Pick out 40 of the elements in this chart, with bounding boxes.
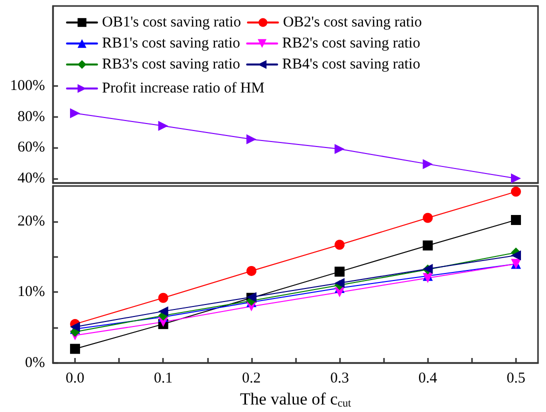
x-tick-label: 0.5 — [506, 370, 526, 386]
legend-label: RB2's cost saving ratio — [282, 36, 420, 52]
point — [334, 240, 345, 250]
point — [334, 144, 345, 154]
legend-label: OB2's cost saving ratio — [282, 14, 422, 30]
point — [246, 266, 256, 276]
point — [334, 278, 345, 288]
y-tick-label: 10% — [18, 284, 45, 300]
point — [422, 212, 433, 223]
y-tick-label: 100% — [10, 78, 45, 94]
point — [510, 186, 521, 197]
point — [70, 344, 80, 354]
y-tick-label: 80% — [18, 108, 45, 125]
x-tick-label: 0.0 — [66, 370, 84, 386]
legend-label: RB4's cost saving ratio — [282, 56, 420, 72]
point — [70, 108, 80, 118]
point — [246, 134, 256, 144]
y-tick-label: 40% — [18, 170, 45, 186]
point — [422, 240, 433, 250]
x-tick-label: 0.2 — [242, 370, 261, 386]
y-tick-label: 20% — [18, 213, 45, 230]
point — [510, 173, 521, 184]
point — [334, 266, 345, 277]
point — [510, 250, 521, 260]
x-tick-label: 0.4 — [418, 370, 438, 386]
point — [422, 273, 433, 284]
point — [158, 120, 168, 131]
point — [422, 159, 433, 170]
point — [70, 322, 80, 332]
y-tick-label: 0% — [25, 355, 45, 371]
point — [158, 292, 168, 303]
point — [510, 214, 521, 225]
legend-label: RB3's cost saving ratio — [102, 56, 240, 72]
y-tick-label: 60% — [18, 140, 45, 156]
legend-label: RB1's cost saving ratio — [102, 36, 240, 52]
legend-label: OB1's cost saving ratio — [102, 14, 241, 30]
x-tick-label: 0.1 — [154, 370, 173, 386]
legend-label: Profit increase ratio of HM — [102, 80, 264, 96]
point — [158, 306, 168, 316]
x-tick-label: 0.3 — [330, 370, 349, 386]
